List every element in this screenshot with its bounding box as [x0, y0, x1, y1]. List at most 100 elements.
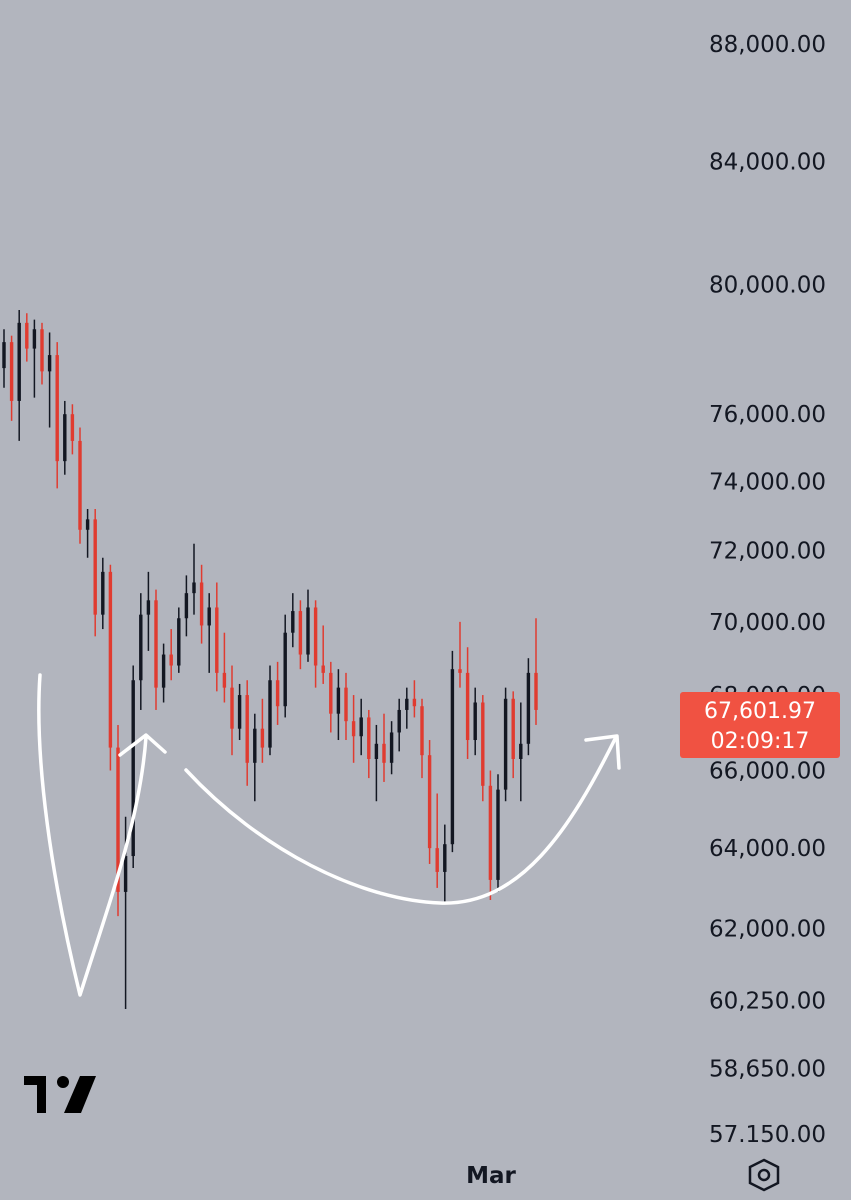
candle-body [47, 355, 52, 372]
candle [101, 557, 105, 630]
candle-body [230, 687, 234, 729]
candle-body [397, 709, 401, 733]
candle [511, 691, 515, 779]
candle-body [519, 743, 523, 759]
candle [268, 665, 272, 756]
y-tick-label: 66,000.00 [709, 758, 826, 784]
candle-body [131, 680, 135, 857]
candle-body [306, 607, 310, 655]
candle [397, 698, 401, 752]
candle [275, 661, 280, 725]
y-tick-label: 88,000.00 [709, 32, 826, 58]
candle-body [283, 632, 287, 707]
y-tick-label: 76,000.00 [709, 402, 826, 428]
candle-body [291, 611, 295, 633]
last-price-badge: 67,601.97 02:09:17 [680, 692, 840, 758]
candle-body [412, 698, 417, 707]
tradingview-logo[interactable] [24, 1076, 96, 1113]
candle-body [25, 322, 29, 349]
candle-body [70, 414, 75, 441]
candle [199, 564, 204, 644]
candle [40, 322, 44, 385]
candle [382, 713, 386, 782]
candle-body [215, 607, 219, 673]
candle [435, 793, 439, 888]
candle [374, 724, 379, 802]
candle-body [177, 618, 181, 666]
candle [184, 575, 189, 637]
y-tick-label: 64,000.00 [709, 836, 826, 862]
candle [63, 400, 67, 475]
candle-body [374, 743, 379, 759]
candle-body [481, 702, 485, 786]
candle-body [260, 728, 265, 748]
candle-body [321, 665, 325, 673]
candle [306, 589, 310, 662]
candle [481, 695, 485, 802]
candle-body [298, 611, 303, 655]
candle-body [222, 672, 227, 688]
candle [321, 625, 325, 684]
y-tick-label: 74,000.00 [709, 470, 826, 496]
candle [336, 669, 341, 741]
candle-body [93, 519, 97, 615]
candle [192, 543, 196, 615]
candle [237, 683, 242, 741]
candle [427, 740, 432, 864]
candle [503, 687, 508, 802]
candle [32, 319, 37, 398]
candle-body [526, 672, 531, 744]
candle-body [367, 717, 371, 759]
candle-body [443, 844, 447, 872]
candle-body [405, 698, 409, 710]
candle [526, 658, 531, 756]
annotation-arrow-head-left [118, 733, 167, 757]
candle-body [192, 582, 196, 594]
candle [359, 698, 363, 756]
candle [245, 680, 249, 786]
candle-body [116, 747, 120, 892]
candle [351, 695, 356, 763]
candle-body [268, 680, 272, 748]
candle-body [389, 732, 394, 763]
candle-body [420, 706, 424, 756]
last-price-value: 67,601.97 [704, 699, 816, 724]
hand-drawn-annotation [37, 673, 621, 997]
candle-body [199, 582, 204, 626]
candle [85, 508, 90, 558]
candle [230, 665, 234, 756]
candles [2, 310, 538, 1010]
candle [222, 632, 227, 703]
candle [9, 335, 14, 421]
candle [253, 713, 257, 802]
candle [70, 404, 75, 455]
candle-body [63, 414, 67, 462]
candle-body [458, 669, 462, 673]
candle-body [473, 702, 477, 741]
candle [405, 687, 409, 729]
chart-settings-icon[interactable] [748, 1158, 780, 1192]
candle [47, 332, 52, 428]
candle-body [146, 600, 151, 615]
candle [450, 650, 455, 853]
candle-body [435, 848, 439, 872]
y-tick-label: 58,650.00 [709, 1057, 826, 1083]
candle-body [169, 654, 173, 666]
candle [473, 687, 477, 756]
candle-body [344, 687, 348, 722]
candle [443, 824, 447, 904]
candle-body [85, 519, 90, 530]
candle-body [359, 717, 363, 737]
y-tick-label: 84,000.00 [709, 149, 826, 175]
candle [177, 607, 181, 673]
candle [344, 672, 348, 741]
y-tick-label: 57.150.00 [709, 1122, 826, 1148]
candle [169, 629, 173, 681]
candle [260, 698, 265, 763]
candle [329, 661, 333, 733]
candle-body [40, 329, 44, 372]
candle [389, 721, 394, 775]
candle [25, 313, 29, 362]
price-axis[interactable]: 88,000.00 84,000.00 80,000.00 76,000.00 74,0… [709, 32, 826, 1148]
